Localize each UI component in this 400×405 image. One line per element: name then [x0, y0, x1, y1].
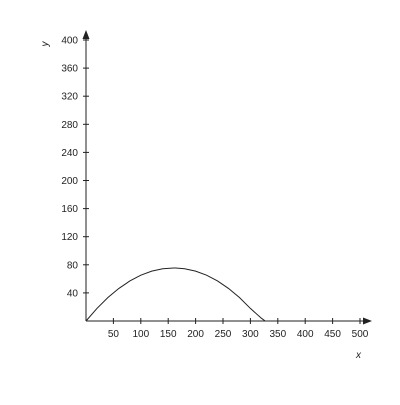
ticks: 50 100 150 200 250 300 350 400 450 500 40 80 120 160 2… — [61, 36, 368, 341]
x-tick-label: 300 — [242, 329, 259, 340]
y-tick-label: 120 — [61, 232, 78, 243]
y-tick-label: 80 — [67, 260, 79, 271]
y-tick-label: 320 — [61, 92, 78, 103]
series — [85, 267, 266, 322]
x-tick-label: 450 — [324, 329, 341, 340]
x-tick-label: 400 — [297, 329, 314, 340]
series-curve — [85, 267, 266, 322]
y-tick-label: 240 — [61, 148, 78, 159]
x-axis-arrow — [363, 317, 372, 325]
x-tick-label: 200 — [187, 329, 204, 340]
x-tick-label: 250 — [215, 329, 232, 340]
x-tick-label: 500 — [352, 329, 369, 340]
y-tick-label: 160 — [61, 204, 78, 215]
y-axis-label: y — [40, 41, 51, 48]
y-tick-label: 280 — [61, 120, 78, 131]
y-tick-label: 200 — [61, 176, 78, 187]
x-tick-label: 150 — [160, 329, 177, 340]
x-tick-label: 350 — [269, 329, 286, 340]
y-axis-arrow — [82, 30, 90, 39]
x-tick-label: 50 — [108, 329, 120, 340]
y-tick-label: 40 — [67, 288, 79, 299]
x-axis-label: x — [355, 350, 362, 361]
axes — [82, 30, 372, 325]
x-tick-label: 100 — [132, 329, 149, 340]
y-tick-label: 360 — [61, 64, 78, 75]
y-tick-label: 400 — [61, 36, 78, 47]
